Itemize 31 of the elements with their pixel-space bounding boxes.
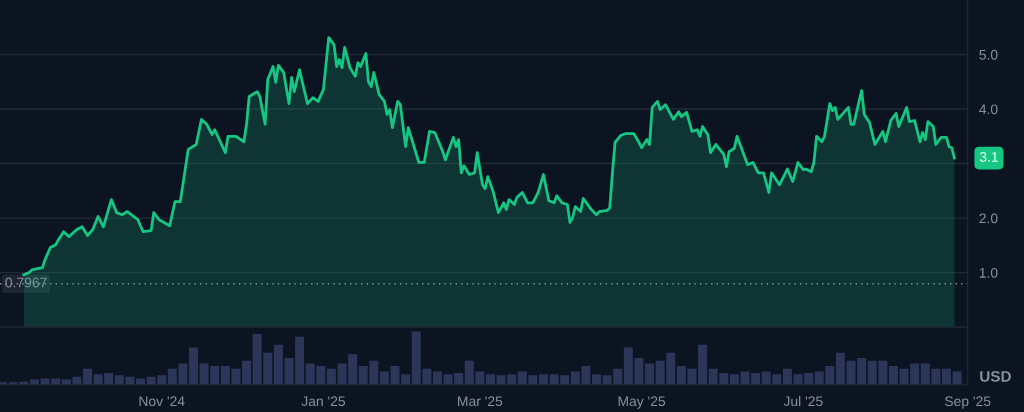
bar <box>29 379 39 385</box>
bar <box>295 336 305 385</box>
bar <box>888 366 898 385</box>
bar <box>941 368 951 385</box>
bar <box>835 352 845 385</box>
bar <box>698 344 708 385</box>
bar <box>952 371 962 385</box>
annotation: 3.1 <box>979 152 998 162</box>
bar <box>379 371 389 385</box>
bar <box>242 360 252 385</box>
x-tick-label: Mar '25 <box>458 396 503 407</box>
x-tick-label: Nov '24 <box>139 396 185 407</box>
x-tick-label: May '25 <box>618 396 666 409</box>
y-tick-label: 1.0 <box>979 267 998 278</box>
bar <box>82 368 92 385</box>
y-tick-label: 2.0 <box>979 213 998 224</box>
x-tick-label: Jul '25 <box>783 395 823 407</box>
ref-line-label: 0.7967 <box>5 277 47 288</box>
x-tick-label: Sep '25 <box>944 396 991 409</box>
bar <box>751 373 761 385</box>
bar <box>485 374 495 385</box>
y-tick-label: 5.0 <box>979 49 998 60</box>
bar <box>538 374 548 385</box>
bar <box>136 378 146 385</box>
bar <box>189 347 199 385</box>
bar <box>592 374 602 385</box>
bar <box>432 371 442 385</box>
bar <box>645 363 655 385</box>
text: USD <box>980 370 1011 382</box>
x-tick-label: Jan '25 <box>301 396 346 407</box>
y-tick-label: 4.0 <box>979 104 998 115</box>
